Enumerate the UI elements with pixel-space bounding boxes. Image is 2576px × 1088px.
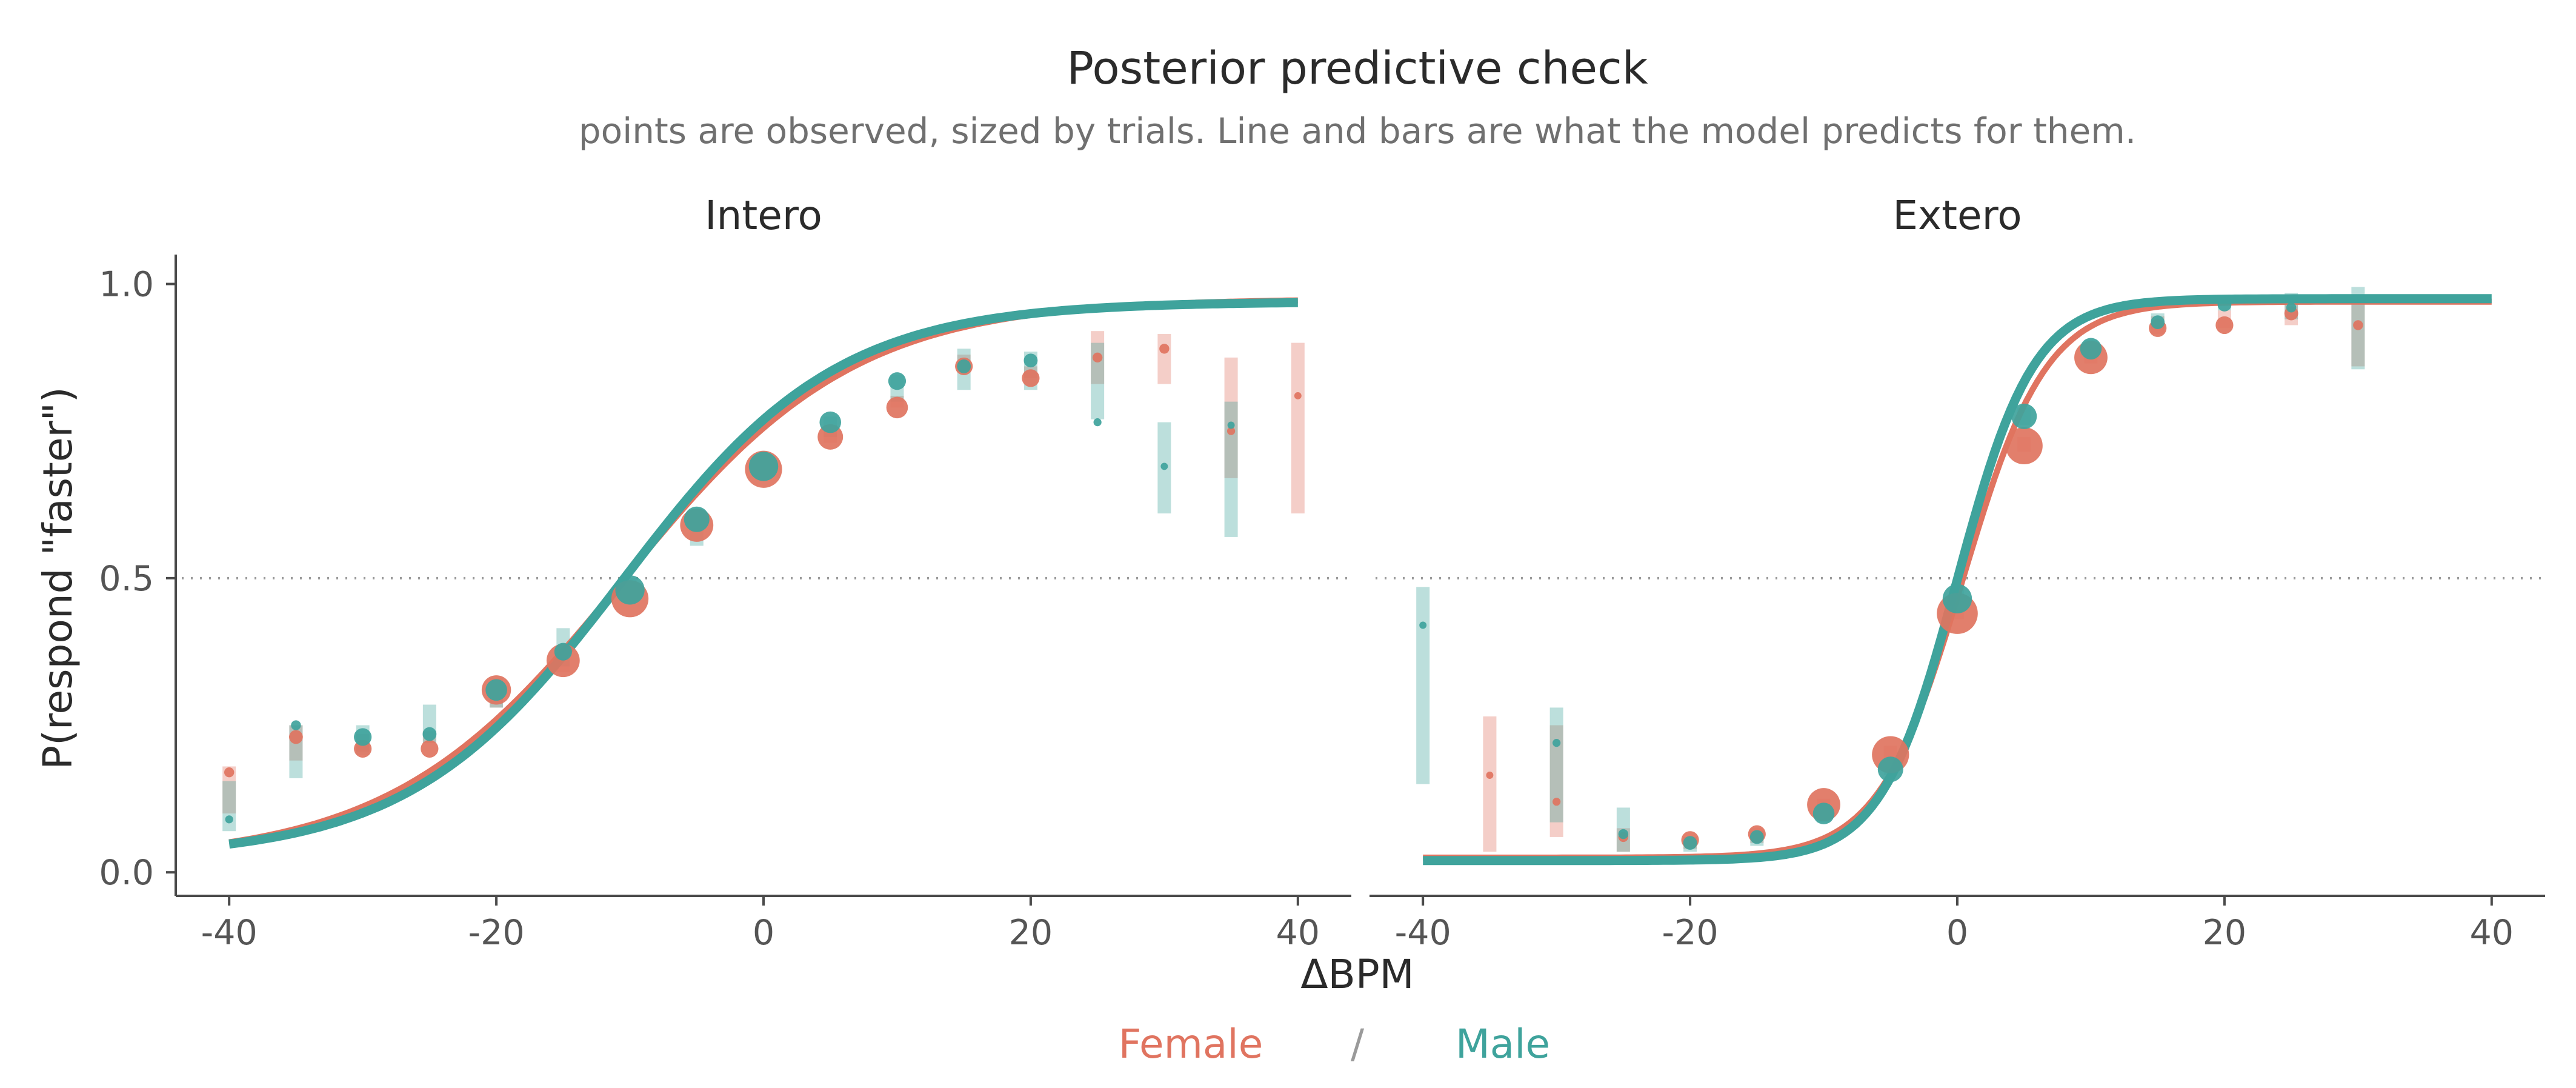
interval-bar-male-intero <box>1091 342 1105 419</box>
observed-point-male-intero <box>554 642 572 661</box>
interval-bar-male-extero <box>1549 707 1563 823</box>
observed-point-male-extero <box>1618 829 1629 839</box>
x-tick-label-extero: 40 <box>2470 913 2514 953</box>
y-tick-label: 1.0 <box>99 265 154 305</box>
observed-point-male-extero <box>2286 302 2297 313</box>
observed-point-male-extero <box>1942 584 1972 614</box>
facet-title-extero: Extero <box>1892 192 2022 239</box>
observed-point-female-extero <box>2005 427 2043 465</box>
observed-point-male-intero <box>748 452 779 481</box>
observed-point-female-extero <box>2215 316 2234 335</box>
observed-point-female-extero <box>1553 798 1561 806</box>
observed-point-male-extero <box>1749 830 1764 844</box>
observed-point-male-intero <box>225 815 233 824</box>
observed-point-female-extero <box>1486 772 1494 779</box>
x-tick-label-intero: 0 <box>753 913 774 953</box>
interval-bar-female-intero <box>1224 357 1238 478</box>
observed-point-male-intero <box>291 720 301 730</box>
chart-title: Posterior predictive check <box>1067 42 1648 95</box>
panel-extero: Extero -40 -20 0 20 40 <box>1370 192 2545 953</box>
observed-point-female-intero <box>886 396 908 419</box>
x-tick-label-intero: 20 <box>1009 913 1053 953</box>
observed-point-male-intero <box>684 506 710 532</box>
observed-point-male-extero <box>2354 295 2362 303</box>
observed-point-male-extero <box>2151 315 2165 330</box>
x-tick-label-extero: 20 <box>2203 913 2247 953</box>
interval-bar-female-extero <box>1483 716 1497 852</box>
y-axis-title: P(respond "faster") <box>35 387 81 769</box>
legend-entry-female: Female <box>1119 1021 1263 1067</box>
observed-point-female-intero <box>1022 369 1040 387</box>
observed-point-female-intero <box>1294 392 1302 399</box>
interval-bar-male-extero <box>1416 587 1430 784</box>
observed-point-male-intero <box>1227 421 1235 429</box>
model-curve-female-intero <box>228 297 1298 846</box>
interval-bar-male-intero <box>222 781 236 832</box>
observed-point-male-intero <box>888 372 907 390</box>
x-tick-label-intero: -20 <box>468 913 525 953</box>
legend-separator: / <box>1351 1021 1365 1067</box>
interval-bar-female-intero <box>1157 334 1171 384</box>
panel-intero: Intero -40 -20 0 20 40 0.0 0.5 1.0 <box>99 192 1351 953</box>
interval-bar-female-intero <box>1291 342 1305 514</box>
observed-point-male-extero <box>2080 338 2102 360</box>
observed-point-male-intero <box>422 727 437 741</box>
observed-point-male-extero <box>2011 403 2037 429</box>
observed-point-male-intero <box>1160 462 1168 470</box>
observed-point-male-intero <box>615 575 645 605</box>
chart-subtitle: points are observed, sized by trials. Li… <box>579 110 2136 152</box>
observed-point-male-extero <box>1419 621 1427 629</box>
x-tick-label-intero: 40 <box>1276 913 1320 953</box>
interval-bar-female-intero <box>222 766 236 814</box>
observed-point-female-intero <box>1159 344 1170 354</box>
legend: Female / Male <box>1119 1021 1550 1067</box>
observed-point-male-extero <box>2217 298 2232 312</box>
model-curve-male-extero <box>1423 294 2492 866</box>
observed-point-female-intero <box>289 730 303 744</box>
x-tick-label-intero: -40 <box>201 913 258 953</box>
y-tick-label: 0.5 <box>99 559 154 599</box>
observed-point-female-intero <box>1226 427 1236 435</box>
x-tick-label-extero: -20 <box>1662 913 1719 953</box>
observed-point-male-intero <box>354 728 372 746</box>
observed-point-female-intero <box>224 767 235 778</box>
observed-point-male-extero <box>1877 756 1903 783</box>
observed-point-male-extero <box>1553 739 1561 747</box>
observed-point-female-intero <box>421 739 439 758</box>
observed-point-male-extero <box>1812 803 1835 824</box>
observed-point-male-intero <box>819 411 842 433</box>
observed-point-male-intero <box>1023 353 1038 368</box>
interval-bar-male-intero <box>1224 401 1238 537</box>
observed-point-female-extero <box>2353 320 2363 330</box>
facet-panels: Intero -40 -20 0 20 40 0.0 0.5 1.0 Extero -40 -20 0 2… <box>99 192 2545 953</box>
legend-entry-male: Male <box>1456 1021 1550 1067</box>
facet-title-intero: Intero <box>705 192 822 239</box>
observed-point-male-intero <box>1093 418 1102 427</box>
observed-point-female-intero <box>1092 352 1103 363</box>
observed-point-male-extero <box>1683 836 1697 850</box>
x-tick-label-extero: 0 <box>1946 913 1968 953</box>
model-curve-male-intero <box>228 298 1298 849</box>
y-tick-label: 0.0 <box>99 853 154 893</box>
interval-bar-female-extero <box>1549 725 1563 837</box>
observed-point-male-intero <box>485 679 507 701</box>
observed-point-male-intero <box>957 359 971 373</box>
x-axis-title: ΔBPM <box>1300 951 1414 998</box>
interval-bar-female-extero <box>2351 295 2365 367</box>
x-tick-label-extero: -40 <box>1395 913 1451 953</box>
